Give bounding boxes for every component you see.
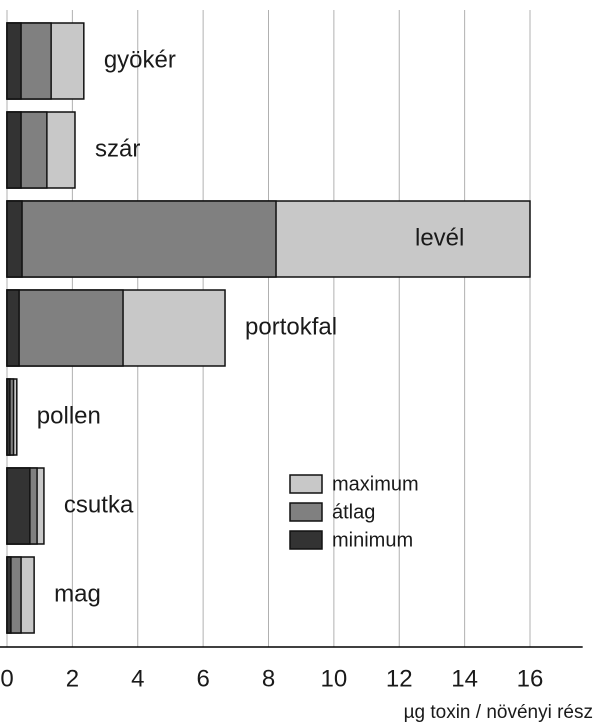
legend-label: maximum (332, 473, 419, 495)
legend: maximum átlag minimum (289, 473, 419, 551)
x-tick-label: 16 (517, 665, 544, 692)
category-label: mag (54, 580, 101, 607)
x-tick-label: 4 (131, 665, 144, 692)
x-tick-label: 10 (321, 665, 348, 692)
legend-label: átlag (332, 501, 375, 523)
bar (6, 22, 22, 100)
x-tick-label: 6 (196, 665, 209, 692)
x-tick-label: 14 (451, 665, 478, 692)
x-tick-label: 0 (0, 665, 13, 692)
bar (6, 200, 277, 278)
legend-label: minimum (332, 529, 413, 551)
x-tick-label: 8 (262, 665, 275, 692)
category-label: levél (415, 224, 464, 251)
category-label: gyökér (104, 46, 176, 73)
x-tick-label: 2 (66, 665, 79, 692)
bar (6, 556, 12, 634)
bar (6, 111, 22, 189)
category-label: szár (95, 135, 140, 162)
bar (6, 200, 23, 278)
x-axis-label: µg toxin / növényi rész (404, 702, 593, 723)
legend-swatch (289, 530, 323, 550)
category-label: portokfal (245, 313, 337, 340)
bar (6, 467, 31, 545)
bar (6, 289, 124, 367)
x-tick-label: 12 (386, 665, 413, 692)
bar (6, 378, 11, 456)
legend-swatch (289, 474, 323, 494)
category-label: csutka (64, 491, 134, 518)
legend-swatch (289, 502, 323, 522)
bar (6, 289, 20, 367)
category-label: pollen (37, 402, 101, 429)
